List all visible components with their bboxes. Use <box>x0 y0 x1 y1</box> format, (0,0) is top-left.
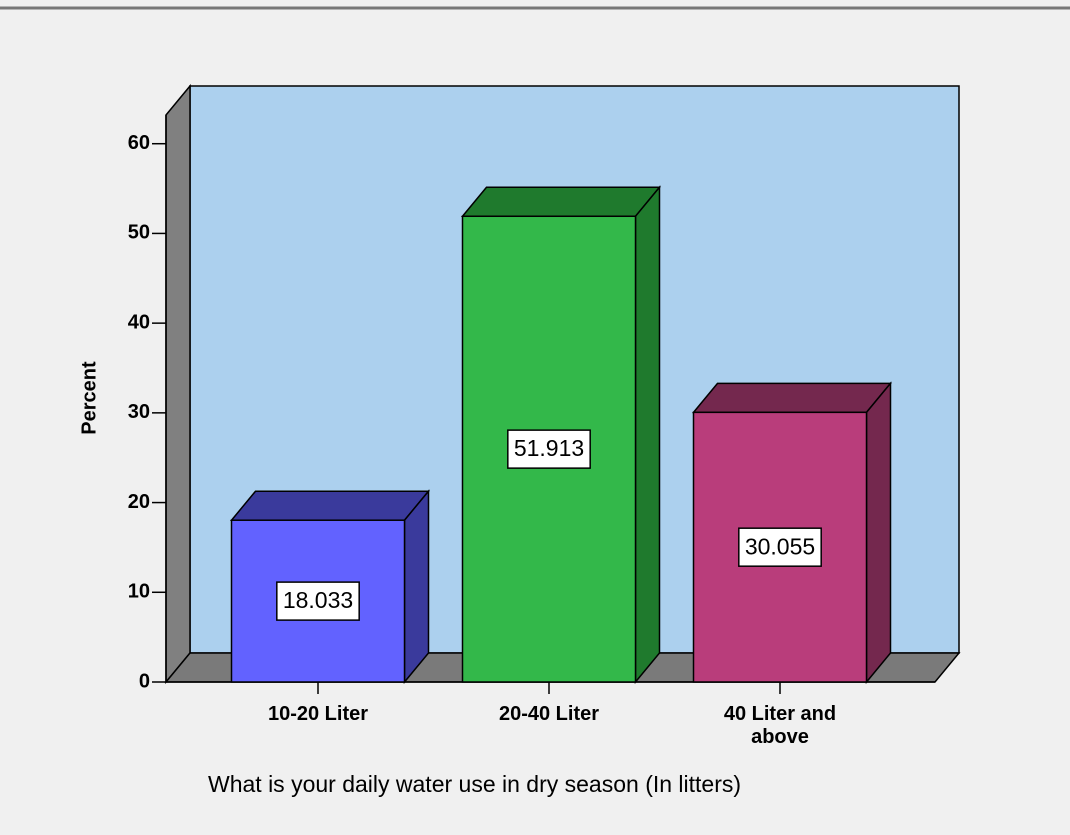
y-tick-label: 30 <box>128 401 150 423</box>
value-label: 18.033 <box>283 587 353 613</box>
bar-top <box>460 186 662 218</box>
value-label: 30.055 <box>745 533 815 559</box>
value-label-box <box>507 429 591 469</box>
y-axis-title: Percent <box>78 361 100 435</box>
x-tick-label: 20-40 Liter <box>498 703 600 725</box>
value-label-box <box>738 527 822 567</box>
bar-side <box>865 381 892 685</box>
y-tick-label: 0 <box>139 670 150 692</box>
bar-side <box>634 185 661 685</box>
bar-top <box>691 382 893 414</box>
x-tick-label: 10-20 Liter <box>267 703 369 725</box>
bar <box>461 215 637 683</box>
value-label-box <box>276 581 360 621</box>
y-tick-label: 20 <box>128 491 150 513</box>
y-tick-label: 50 <box>128 222 150 244</box>
x-tick-label: 40 Liter and above <box>723 703 837 748</box>
value-label: 51.913 <box>514 435 584 461</box>
y-tick-label: 40 <box>128 311 150 333</box>
left-wall <box>165 83 191 685</box>
bar-top <box>229 490 431 521</box>
y-tick-label: 60 <box>128 132 150 154</box>
y-tick-label: 10 <box>128 581 150 603</box>
x-axis-title: What is your daily water use in dry seas… <box>208 771 741 797</box>
bar-side <box>403 489 430 685</box>
